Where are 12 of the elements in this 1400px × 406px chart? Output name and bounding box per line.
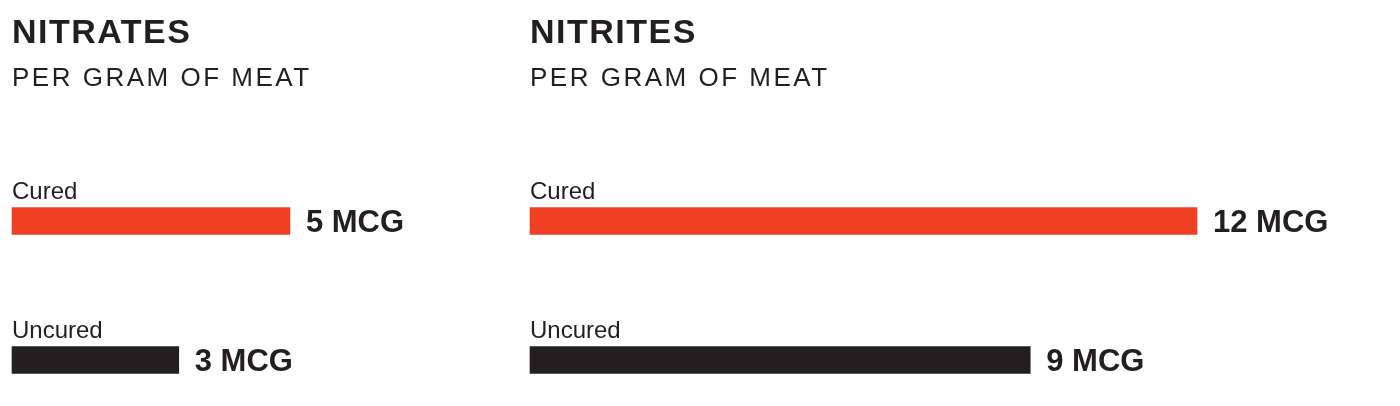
category-label: Cured	[12, 177, 78, 204]
data-label: 12 MCG	[1213, 203, 1329, 239]
chart-subtitle: PER GRAM OF MEAT	[12, 62, 312, 93]
chart-title: NITRATES	[12, 12, 192, 51]
data-label: 5 MCG	[305, 203, 405, 239]
chart-subtitle: PER GRAM OF MEAT	[530, 62, 830, 93]
category-label: Cured	[530, 177, 596, 204]
category-label: Uncured	[12, 316, 103, 343]
category-label: Uncured	[530, 316, 621, 343]
chart-title: NITRITES	[530, 12, 697, 51]
data-label: 3 MCG	[194, 342, 293, 378]
data-label: 9 MCG	[1046, 342, 1145, 378]
